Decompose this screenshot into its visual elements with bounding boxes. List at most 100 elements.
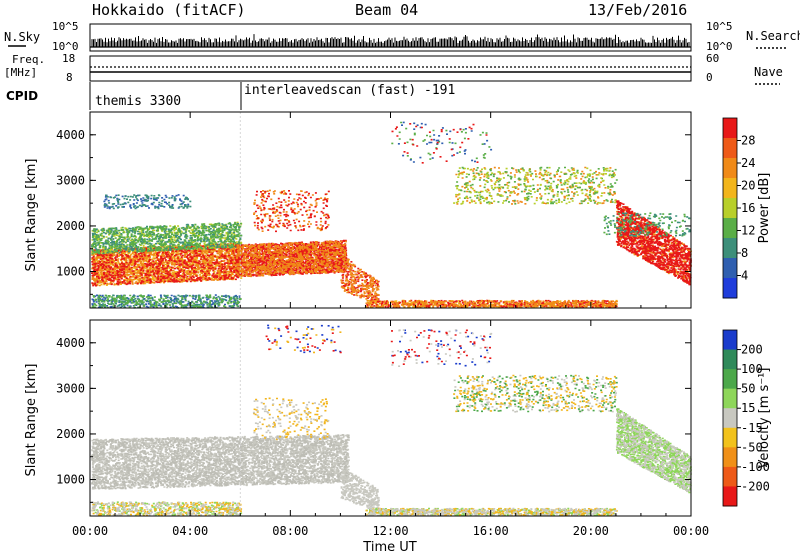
- vel-field-region-8: [390, 329, 493, 367]
- vel-cbar-swatch-0: [723, 330, 737, 351]
- power-field-region-0-fill-2: [91, 242, 242, 287]
- power-field-region-11-fill-0: [603, 212, 691, 237]
- power-yticks-ticklabel-1: 2000: [56, 219, 85, 233]
- vel-field-region-6-fill-1: [252, 399, 330, 440]
- power-field-region-4-fill-1: [253, 190, 330, 233]
- power-panel: 1000 2000 3000 4000 Slant Range [km] 28 24 20…: [24, 111, 772, 309]
- cpid-segment-1: interleavedscan (fast) -191: [244, 83, 455, 98]
- power-field-region-5: [340, 255, 380, 304]
- cpid-label: CPID: [6, 89, 38, 103]
- power-field-region-8-fill-0: [455, 166, 617, 205]
- vel-field-region-6: [252, 397, 330, 441]
- power-field-region-6-fill-2: [365, 299, 618, 309]
- vel-cbar-ticklabel-5: -50: [741, 440, 763, 454]
- vel-field-region-4: [453, 374, 618, 413]
- vel-cbar-swatch-3: [723, 388, 737, 409]
- freq-frame: [89, 55, 692, 82]
- power-field-region-0: [91, 242, 243, 287]
- beam-title: Beam 04: [355, 1, 418, 19]
- power-field-region-11-fill-1: [604, 212, 691, 237]
- power-ylabel: Slant Range [km]: [24, 159, 39, 272]
- power-field-region-7-fill-0: [91, 294, 241, 309]
- nave-label: Nave: [754, 65, 783, 79]
- vel-cbar-swatch-6: [723, 447, 737, 468]
- freq-unit-label: [MHz]: [4, 66, 37, 79]
- power-yaxis: 1000 2000 3000 4000: [56, 128, 691, 295]
- freq-label: Freq.: [12, 53, 45, 66]
- cpid-panel: CPID themis 3300 interleavedscan (fast) …: [6, 82, 455, 110]
- vel-cbar-ticklabel-4: -15: [741, 421, 763, 435]
- cpid-segment-0: themis 3300: [95, 94, 181, 109]
- vel-field-region-0: [91, 434, 350, 490]
- power-field-region-4-fill-0: [253, 189, 330, 232]
- station-title: Hokkaido (fitACF): [92, 1, 246, 19]
- vel-field-region-7-fill-2: [265, 325, 342, 354]
- power-field-region-10: [391, 121, 493, 164]
- power-field-region-10-fill-1: [397, 121, 493, 163]
- vel-field-region-1: [91, 501, 243, 517]
- vel-field-region-3-fill-2: [365, 507, 618, 517]
- nsky-frame: [89, 23, 692, 52]
- power-field-region-11: [603, 212, 691, 237]
- vel-field-region-0-fill-1: [91, 434, 350, 490]
- nsky-tick-bottom-left: 10^0: [52, 40, 79, 53]
- power-field-region-3: [235, 239, 348, 278]
- velocity-colorbar-label: Velocity [m s⁻¹]: [757, 368, 772, 469]
- vel-yticks-ticklabel-0: 1000: [56, 473, 85, 487]
- vel-cbar-swatch-2: [723, 369, 737, 390]
- power-field-region-6: [365, 299, 618, 309]
- nave-tick-bottom: 0: [706, 71, 713, 84]
- vel-cbar-ticklabel-2: 50: [741, 382, 755, 396]
- power-cbar-swatch-5: [723, 218, 737, 239]
- vel-field-region-2: [340, 468, 380, 513]
- power-cbar-ticklabel-5: 8: [741, 246, 748, 260]
- power-cbar-ticklabel-3: 16: [741, 201, 755, 215]
- power-cbar-swatch-4: [723, 198, 737, 219]
- date-title: 13/Feb/2016: [588, 1, 687, 19]
- nsky-tick-top-right: 10^5: [706, 20, 733, 33]
- time-axis: 00:00 04:00 08:00 12:00 16:00 20:00 00:00: [72, 112, 709, 538]
- power-cbar-swatch-1: [723, 138, 737, 159]
- power-field-region-1-fill-1: [91, 222, 243, 255]
- power-cbar-swatch-3: [723, 178, 737, 199]
- power-cbar-swatch-7: [723, 258, 737, 279]
- vel-field-region-3: [365, 507, 618, 517]
- power-cbar-swatch-6: [723, 238, 737, 259]
- xtick-label-4: 16:00: [473, 524, 509, 538]
- nsky-bars: [90, 34, 691, 48]
- vel-yticks-ticklabel-2: 3000: [56, 381, 85, 395]
- power-field-region-5-fill-1: [340, 255, 380, 303]
- vel-field-region-1-fill-2: [91, 501, 241, 517]
- power-cbar-swatch-8: [723, 278, 737, 299]
- power-field-region-8-fill-2: [453, 166, 618, 205]
- nsky-tick-bottom-right: 10^0: [706, 40, 733, 53]
- vel-yticks-ticklabel-3: 4000: [56, 336, 85, 350]
- power-field-region-0-fill-1: [91, 242, 242, 287]
- xtick-label-2: 08:00: [272, 524, 308, 538]
- vel-field-region-5-fill-1: [615, 410, 692, 493]
- xtick-label-1: 04:00: [172, 524, 208, 538]
- velocity-colorbar: 200 100 50 15 -15 -50 -100 -200: [722, 329, 770, 507]
- power-field-region-7: [91, 294, 242, 309]
- power-cbar-swatch-0: [723, 118, 737, 139]
- vel-field-region-3-fill-0: [365, 507, 616, 517]
- power-field-region-2-fill-1: [103, 194, 192, 210]
- vel-cbar-ticklabel-0: 200: [741, 343, 763, 357]
- vel-field-region-5: [615, 408, 692, 494]
- vel-yticks-ticklabel-1: 2000: [56, 427, 85, 441]
- vel-field-region-7-fill-0: [269, 327, 342, 354]
- vel-cbar-swatch-8: [723, 486, 737, 507]
- velocity-yaxis: 1000 2000 3000 4000: [56, 336, 691, 503]
- nsearch-label: N.Search: [746, 29, 800, 43]
- power-field-region-2: [103, 194, 192, 210]
- power-cbar-swatch-2: [723, 158, 737, 179]
- vel-field-region-7-fill-1: [267, 324, 342, 354]
- xtick-label-5: 20:00: [573, 524, 609, 538]
- power-yticks-ticklabel-0: 1000: [56, 265, 85, 279]
- vel-field-region-6-fill-0: [253, 397, 329, 441]
- power-cbar-ticklabel-6: 4: [741, 269, 748, 283]
- vel-cbar-ticklabel-3: 15: [741, 401, 755, 415]
- velocity-field: [91, 320, 692, 517]
- nave-tick-top: 60: [706, 52, 719, 65]
